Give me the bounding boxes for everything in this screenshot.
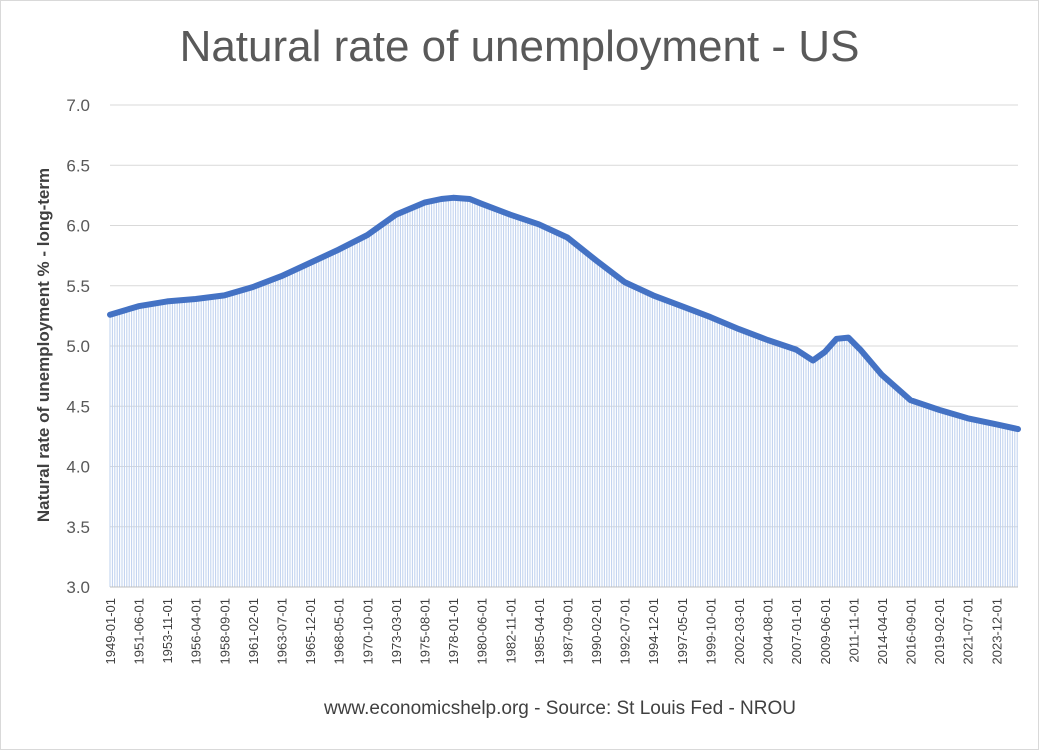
series-line [107, 194, 1021, 433]
y-tick-label: 5.0 [66, 337, 90, 356]
x-tick-label: 1982-11-01 [503, 598, 518, 664]
area-fill [109, 197, 1018, 587]
x-tick-label: 1961-02-01 [246, 598, 261, 665]
y-tick-label: 3.0 [66, 578, 90, 597]
x-tick-label: 1992-07-01 [618, 598, 633, 665]
x-tick-label: 1973-03-01 [389, 598, 404, 665]
x-tick-label: 1985-04-01 [532, 598, 547, 665]
x-tick-label: 1953-11-01 [160, 598, 175, 664]
x-tick-label: 2007-01-01 [789, 598, 804, 665]
y-tick-label: 4.0 [66, 458, 90, 477]
x-tick-label: 2004-08-01 [761, 598, 776, 665]
x-tick-label: 2011-11-01 [846, 598, 861, 663]
x-tick-label: 2019-02-01 [932, 598, 947, 665]
x-tick-label: 1956-04-01 [189, 598, 204, 665]
x-tick-label: 1958-09-01 [217, 598, 232, 665]
y-tick-label: 7.0 [66, 96, 90, 115]
x-tick-label: 1978-01-01 [446, 598, 461, 665]
x-tick-label: 1994-12-01 [646, 598, 661, 665]
x-tick-label: 1990-02-01 [589, 598, 604, 665]
y-tick-label: 6.0 [66, 217, 90, 236]
x-tick-label: 2016-09-01 [904, 598, 919, 665]
x-tick-label: 1975-08-01 [418, 598, 433, 665]
x-tick-label: 1949-01-01 [103, 598, 118, 665]
x-tick-label: 1970-10-01 [360, 598, 375, 665]
chart-title: Natural rate of unemployment - US [179, 22, 860, 71]
x-axis-label: www.economicshelp.org - Source: St Louis… [323, 698, 796, 719]
y-tick-label: 4.5 [66, 397, 90, 416]
x-tick-label: 1997-05-01 [675, 598, 690, 665]
x-tick-label: 1951-06-01 [132, 598, 147, 665]
y-tick-label: 3.5 [66, 518, 90, 537]
x-tick-label: 2002-03-01 [732, 598, 747, 665]
y-tick-label: 5.5 [66, 277, 90, 296]
x-tick-label: 1999-10-01 [703, 598, 718, 665]
x-tick-label: 1965-12-01 [303, 598, 318, 665]
x-tick-label: 2023-12-01 [989, 598, 1004, 665]
x-tick-label: 2009-06-01 [818, 598, 833, 665]
x-tick-label: 2014-04-01 [875, 598, 890, 665]
x-tick-label: 1963-07-01 [275, 598, 290, 665]
y-tick-label: 6.5 [66, 156, 90, 175]
x-tick-label: 1987-09-01 [560, 598, 575, 665]
x-tick-label: 1968-05-01 [332, 598, 347, 665]
x-tick-label: 1980-06-01 [475, 598, 490, 665]
x-tick-label: 2021-07-01 [961, 598, 976, 665]
